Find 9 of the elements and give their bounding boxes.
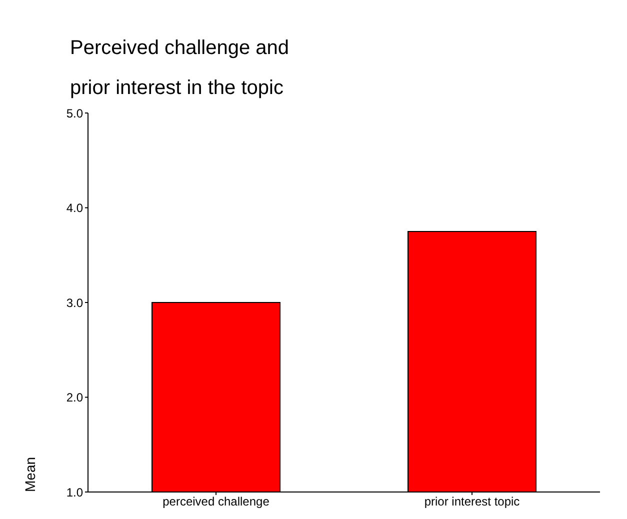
y-tick-label: 2.0 — [66, 390, 84, 405]
y-axis-title: Mean — [22, 456, 38, 492]
chart-title: Perceived challenge and prior interest in the topic — [70, 36, 290, 101]
y-tick-label: 3.0 — [66, 296, 84, 310]
x-tick-label: perceived challenge — [162, 494, 270, 509]
x-tick-label: prior interest topic — [424, 494, 520, 509]
y-tick-label: 4.0 — [66, 201, 84, 216]
y-tick-label: 5.0 — [66, 106, 84, 120]
y-tick-label: 1.0 — [66, 485, 84, 500]
